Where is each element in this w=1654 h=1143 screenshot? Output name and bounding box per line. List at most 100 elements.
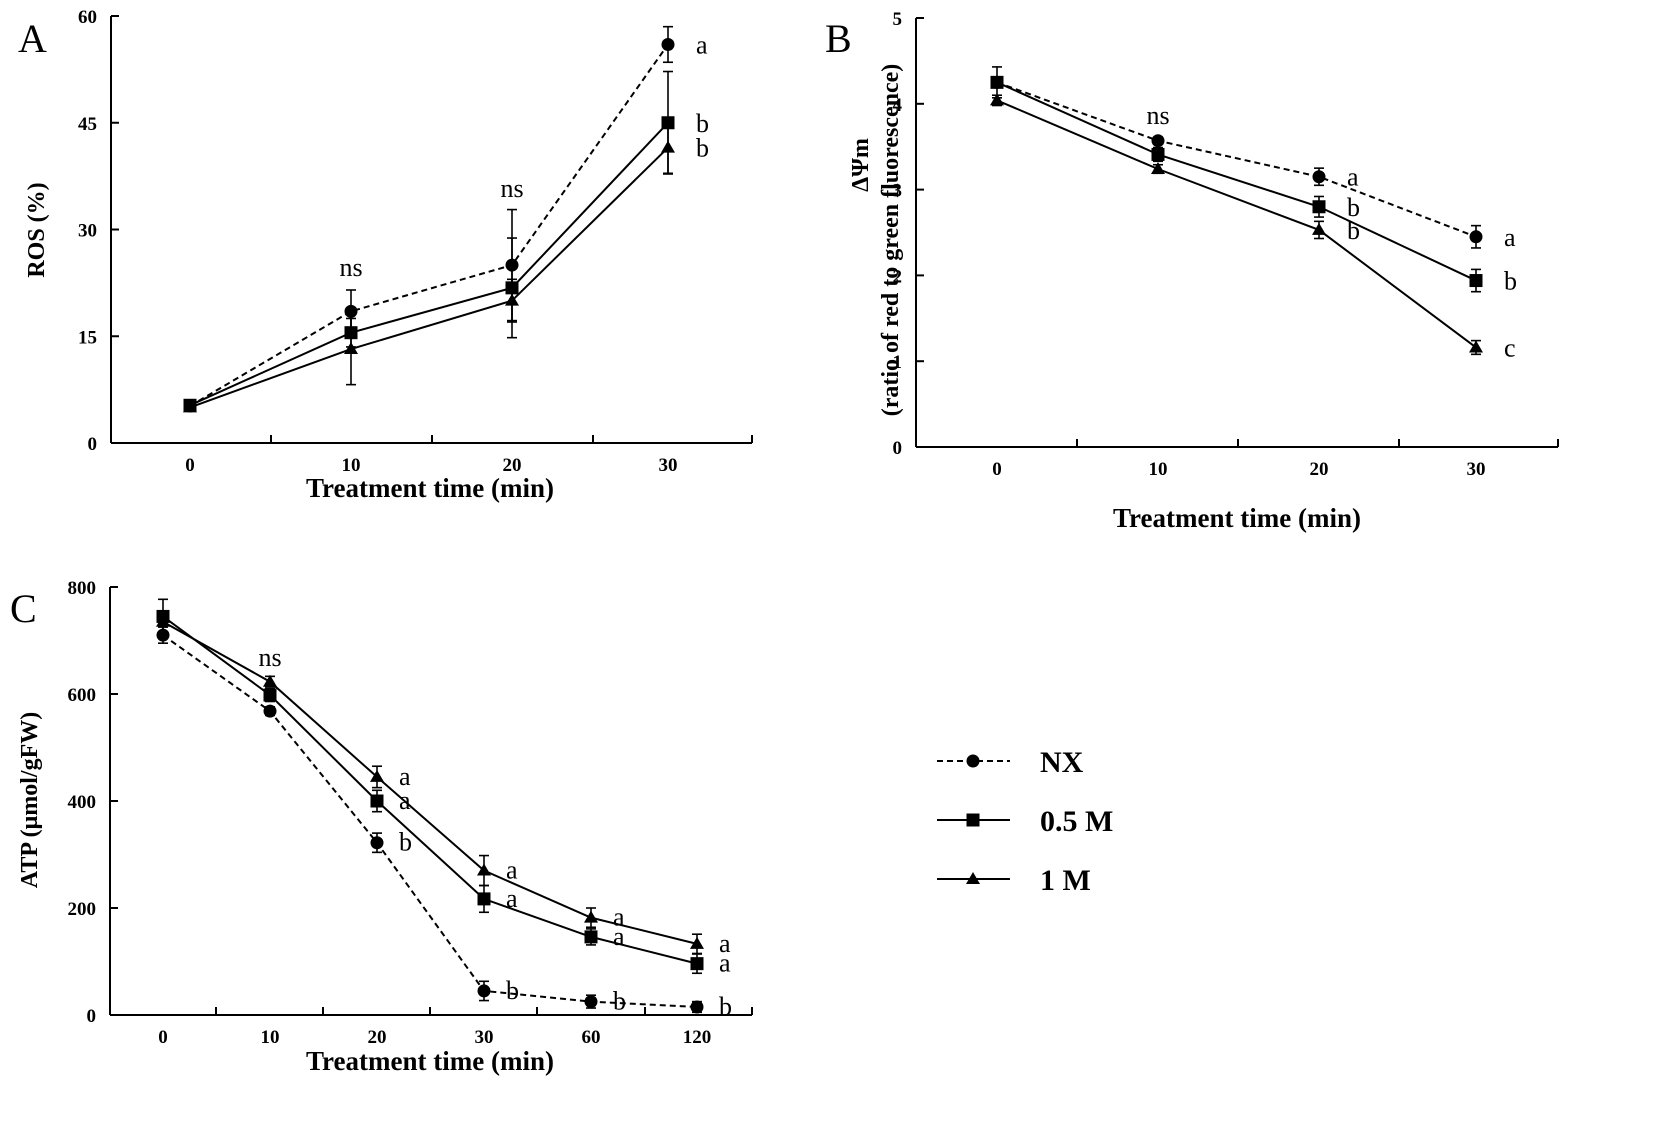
x-tick-label: 10 — [261, 1027, 280, 1048]
significance-label: a — [613, 903, 625, 932]
series-line — [162, 634, 698, 1008]
legend-label: 0.5 M — [1040, 805, 1113, 838]
data-point — [183, 400, 197, 413]
significance-label: a — [506, 856, 518, 885]
series-line — [189, 43, 669, 407]
group-significance-label: ns — [500, 174, 523, 203]
data-point — [477, 984, 491, 998]
panel-a: A 0 15 30 45 60 0 10 20 30 Treatment time (min) ROS… — [18, 7, 753, 503]
data-point — [990, 93, 1004, 106]
x-axis-label: Treatment time (min) — [306, 1046, 554, 1076]
x-tick-label: 10 — [342, 455, 361, 476]
data-point — [344, 342, 358, 355]
significance-label: b — [696, 109, 709, 138]
y-tick-label: 600 — [68, 685, 97, 706]
data-point — [690, 957, 704, 971]
data-point — [344, 304, 358, 318]
data-point — [370, 836, 384, 850]
data-point — [584, 930, 598, 944]
y-tick-label: 200 — [68, 899, 97, 920]
legend: NX 0.5 M 1 M — [937, 746, 1113, 897]
x-tick-label: 0 — [992, 459, 1002, 480]
y-tick-label: 5 — [893, 9, 903, 30]
data-point — [1312, 170, 1326, 184]
significance-label: a — [399, 762, 411, 791]
significance-label: a — [506, 884, 518, 913]
y-tick-label: 3 — [893, 181, 903, 202]
data-point — [477, 863, 491, 876]
data-point — [584, 995, 598, 1009]
panel-c: C 0 200 400 600 800 0 10 20 30 60 120 Treatment time… — [10, 578, 753, 1076]
significance-label: b — [1347, 216, 1360, 245]
y-axis-label: ATP (μmol/gFW) — [17, 712, 43, 888]
significance-label: b — [1504, 267, 1517, 296]
significance-label: b — [719, 992, 732, 1021]
data-point — [690, 936, 704, 949]
significance-label: b — [399, 828, 412, 857]
data-point — [584, 910, 598, 923]
panel-b: B 0 1 2 3 4 5 0 10 20 30 Treatment time (min) ΔΨm (ra… — [825, 9, 1559, 533]
y-tick-label: 800 — [68, 578, 97, 599]
significance-label: c — [1504, 333, 1516, 362]
x-axis-label: Treatment time (min) — [306, 473, 554, 503]
x-tick-label: 30 — [1467, 459, 1486, 480]
series-line — [189, 122, 669, 407]
significance-label: b — [696, 134, 709, 163]
legend-marker — [966, 872, 980, 884]
data-point — [690, 1000, 704, 1014]
data-point — [263, 704, 277, 718]
series-line — [162, 620, 698, 945]
data-point — [1151, 134, 1165, 148]
series-line — [996, 81, 1477, 282]
x-tick-label: 30 — [659, 455, 678, 476]
significance-label: a — [1504, 223, 1516, 252]
y-tick-label: 30 — [78, 221, 97, 242]
x-axis-label: Treatment time (min) — [1113, 503, 1361, 533]
significance-label: a — [399, 786, 411, 815]
significance-label: b — [1347, 193, 1360, 222]
y-tick-label: 2 — [893, 266, 903, 287]
group-significance-label: ns — [258, 643, 281, 672]
significance-label: a — [696, 30, 708, 59]
series-line — [162, 615, 698, 965]
x-tick-label: 20 — [368, 1027, 387, 1048]
x-tick-label: 10 — [1149, 459, 1168, 480]
y-tick-label: 0 — [88, 434, 98, 455]
data-point — [1469, 230, 1483, 244]
y-tick-label: 1 — [893, 352, 903, 373]
x-tick-label: 0 — [185, 455, 195, 476]
data-point — [661, 140, 675, 153]
y-tick-label: 0 — [87, 1006, 97, 1027]
significance-label: b — [506, 976, 519, 1005]
significance-label: a — [1347, 163, 1359, 192]
data-point — [990, 75, 1004, 89]
significance-label: a — [719, 949, 731, 978]
x-tick-label: 20 — [503, 455, 522, 476]
data-point — [1151, 162, 1165, 175]
panel-letter: A — [18, 16, 47, 61]
data-point — [1469, 274, 1483, 288]
y-tick-label: 15 — [78, 327, 97, 348]
data-point — [1312, 222, 1326, 235]
data-point — [263, 688, 277, 702]
y-tick-label: 0 — [893, 438, 903, 459]
x-tick-label: 60 — [582, 1027, 601, 1048]
panel-letter: C — [10, 586, 37, 631]
group-significance-label: ns — [339, 253, 362, 282]
y-axis-label: ROS (%) — [24, 182, 50, 277]
series-line — [996, 99, 1477, 349]
x-tick-label: 30 — [475, 1027, 494, 1048]
significance-label: a — [719, 929, 731, 958]
data-point — [1151, 147, 1165, 161]
significance-label: a — [613, 922, 625, 951]
series-line — [189, 146, 669, 409]
series-line — [996, 81, 1477, 238]
y-tick-label: 400 — [68, 792, 97, 813]
y-tick-label: 4 — [893, 95, 903, 116]
x-tick-label: 0 — [158, 1027, 168, 1048]
panel-letter: B — [825, 16, 852, 61]
x-tick-label: 120 — [683, 1027, 712, 1048]
data-point — [661, 37, 675, 51]
significance-label: b — [613, 987, 626, 1016]
